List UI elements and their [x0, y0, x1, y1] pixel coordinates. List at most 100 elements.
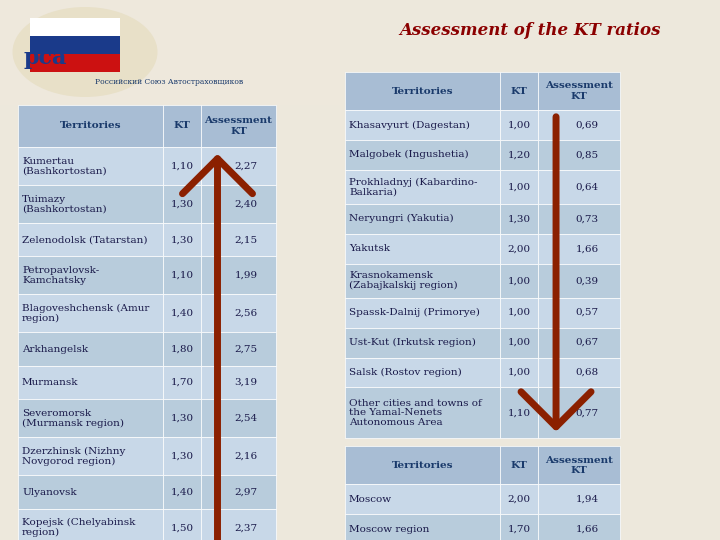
Bar [18, 147, 163, 185]
Bar [201, 366, 276, 399]
Bar [345, 204, 500, 234]
Text: Severomorsk
(Murmansk region): Severomorsk (Murmansk region) [22, 409, 124, 428]
Text: 0,64: 0,64 [575, 183, 599, 191]
Bar [538, 447, 620, 484]
Text: 1,30: 1,30 [508, 214, 531, 224]
Text: Moscow region: Moscow region [349, 525, 429, 534]
Text: Moscow: Moscow [349, 495, 392, 504]
Bar [18, 437, 163, 475]
Text: 1,00: 1,00 [508, 276, 531, 285]
Text: pca: pca [23, 47, 67, 69]
Bar [500, 170, 538, 204]
Bar [30, 36, 120, 54]
Bar [345, 387, 500, 438]
Bar [345, 234, 500, 264]
Bar [538, 204, 620, 234]
Text: Spassk-Dalnij (Primorye): Spassk-Dalnij (Primorye) [349, 308, 480, 317]
Bar [345, 515, 500, 540]
Text: 1,99: 1,99 [235, 271, 258, 280]
Bar [500, 515, 538, 540]
Text: Territories: Territories [392, 86, 454, 96]
Bar [18, 475, 163, 509]
Text: 2,16: 2,16 [235, 452, 258, 461]
Text: 1,30: 1,30 [171, 235, 194, 244]
Text: 1,40: 1,40 [171, 488, 194, 497]
Bar [30, 54, 120, 72]
Bar [163, 509, 201, 540]
Bar [538, 234, 620, 264]
Bar [163, 256, 201, 294]
Ellipse shape [12, 7, 158, 97]
Bar [201, 509, 276, 540]
Bar [345, 140, 500, 170]
Bar [201, 223, 276, 256]
Text: KT: KT [510, 86, 528, 96]
Text: Tuimazy
(Bashkortostan): Tuimazy (Bashkortostan) [22, 194, 107, 213]
Bar [18, 399, 163, 437]
Text: 1,00: 1,00 [508, 368, 531, 377]
Text: 2,00: 2,00 [508, 495, 531, 504]
Bar [345, 110, 500, 140]
Text: Khasavyurt (Dagestan): Khasavyurt (Dagestan) [349, 120, 470, 130]
Bar [201, 147, 276, 185]
Text: Ulyanovsk: Ulyanovsk [22, 488, 76, 497]
Text: 1,50: 1,50 [171, 523, 194, 532]
Bar [500, 387, 538, 438]
Text: 0,73: 0,73 [575, 214, 599, 224]
Text: 1,00: 1,00 [508, 338, 531, 347]
Text: Territories: Territories [60, 122, 121, 131]
Text: Krasnokamensk
(Zabajkalskij region): Krasnokamensk (Zabajkalskij region) [349, 271, 458, 290]
Bar [345, 328, 500, 357]
Bar [345, 484, 500, 515]
Text: Arkhangelsk: Arkhangelsk [22, 345, 88, 354]
Bar [500, 447, 538, 484]
Bar [538, 387, 620, 438]
Text: Territories: Territories [392, 461, 454, 470]
Bar [18, 366, 163, 399]
Bar [538, 110, 620, 140]
Bar [500, 110, 538, 140]
Bar [538, 72, 620, 110]
Bar [345, 298, 500, 328]
Text: Murmansk: Murmansk [22, 378, 78, 387]
Text: 2,15: 2,15 [235, 235, 258, 244]
Text: Salsk (Rostov region): Salsk (Rostov region) [349, 368, 462, 377]
Text: 1,66: 1,66 [575, 244, 599, 253]
Bar [538, 298, 620, 328]
Bar [18, 509, 163, 540]
Bar [500, 264, 538, 298]
Bar [345, 357, 500, 387]
Text: KT: KT [510, 461, 528, 470]
Text: Assessment
KT: Assessment KT [545, 82, 613, 100]
Text: Assessment
KT: Assessment KT [204, 116, 272, 136]
Text: Dzerzhinsk (Nizhny
Novgorod region): Dzerzhinsk (Nizhny Novgorod region) [22, 447, 125, 466]
Text: Blagoveshchensk (Amur
region): Blagoveshchensk (Amur region) [22, 304, 149, 323]
Text: 1,66: 1,66 [575, 525, 599, 534]
Bar [18, 256, 163, 294]
Text: 1,20: 1,20 [508, 150, 531, 159]
Text: 1,30: 1,30 [171, 414, 194, 423]
Text: 1,30: 1,30 [171, 452, 194, 461]
Bar [538, 328, 620, 357]
Text: 2,27: 2,27 [235, 161, 258, 171]
Text: 0,57: 0,57 [575, 308, 599, 317]
Text: Zelenodolsk (Tatarstan): Zelenodolsk (Tatarstan) [22, 235, 148, 244]
Text: Neryungri (Yakutia): Neryungri (Yakutia) [349, 214, 454, 224]
Bar [163, 399, 201, 437]
Bar [163, 437, 201, 475]
Text: Российский Союз Автостраховщиков: Российский Союз Автостраховщиков [95, 78, 243, 86]
Bar [345, 72, 500, 110]
Bar [538, 357, 620, 387]
Text: 2,00: 2,00 [508, 244, 531, 253]
Bar [538, 170, 620, 204]
Bar [163, 366, 201, 399]
Bar [18, 294, 163, 333]
Text: 1,10: 1,10 [171, 271, 194, 280]
Text: 0,77: 0,77 [575, 408, 599, 417]
Text: 3,19: 3,19 [235, 378, 258, 387]
Text: 1,30: 1,30 [171, 199, 194, 208]
Text: 1,10: 1,10 [508, 408, 531, 417]
Bar [18, 223, 163, 256]
Bar [500, 72, 538, 110]
Text: 2,56: 2,56 [235, 309, 258, 318]
